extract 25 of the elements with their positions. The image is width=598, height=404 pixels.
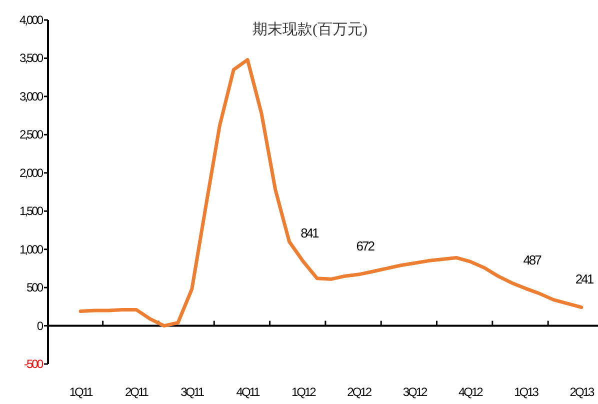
x-tick-label: 2Q12 — [347, 385, 372, 399]
x-tick-label: 3Q11 — [180, 385, 205, 399]
y-tick-label: 0 — [36, 318, 44, 333]
x-tick-label: 1Q13 — [514, 385, 540, 399]
x-tick-label: 4Q11 — [236, 385, 261, 399]
x-tick-label: 2Q13 — [570, 385, 595, 399]
chart-title: 期末现款(百万元) — [252, 21, 368, 38]
x-tick-label: 1Q12 — [292, 385, 317, 399]
y-tick-label: 500 — [26, 280, 44, 295]
annotation: 241 — [575, 271, 594, 286]
y-tick-label: 2,500 — [19, 128, 44, 142]
annotation: 672 — [356, 238, 375, 254]
x-tick-label: 4Q12 — [458, 385, 484, 399]
x-tick-label: 1Q11 — [69, 385, 94, 399]
x-tick-label: 3Q12 — [402, 385, 428, 399]
y-tick-label: 2,000 — [19, 166, 44, 180]
annotation: 487 — [523, 252, 542, 268]
y-tick-label: 1,000 — [19, 242, 44, 256]
y-tick-label: 4,000 — [19, 13, 44, 27]
y-tick-label: 3,000 — [19, 89, 44, 104]
y-tick-label: 3,500 — [19, 51, 44, 66]
y-tick-label: -500 — [24, 357, 44, 371]
y-tick-label: 1,500 — [19, 204, 44, 218]
annotation: 841 — [300, 225, 320, 240]
x-tick-label: 2Q11 — [124, 385, 150, 399]
